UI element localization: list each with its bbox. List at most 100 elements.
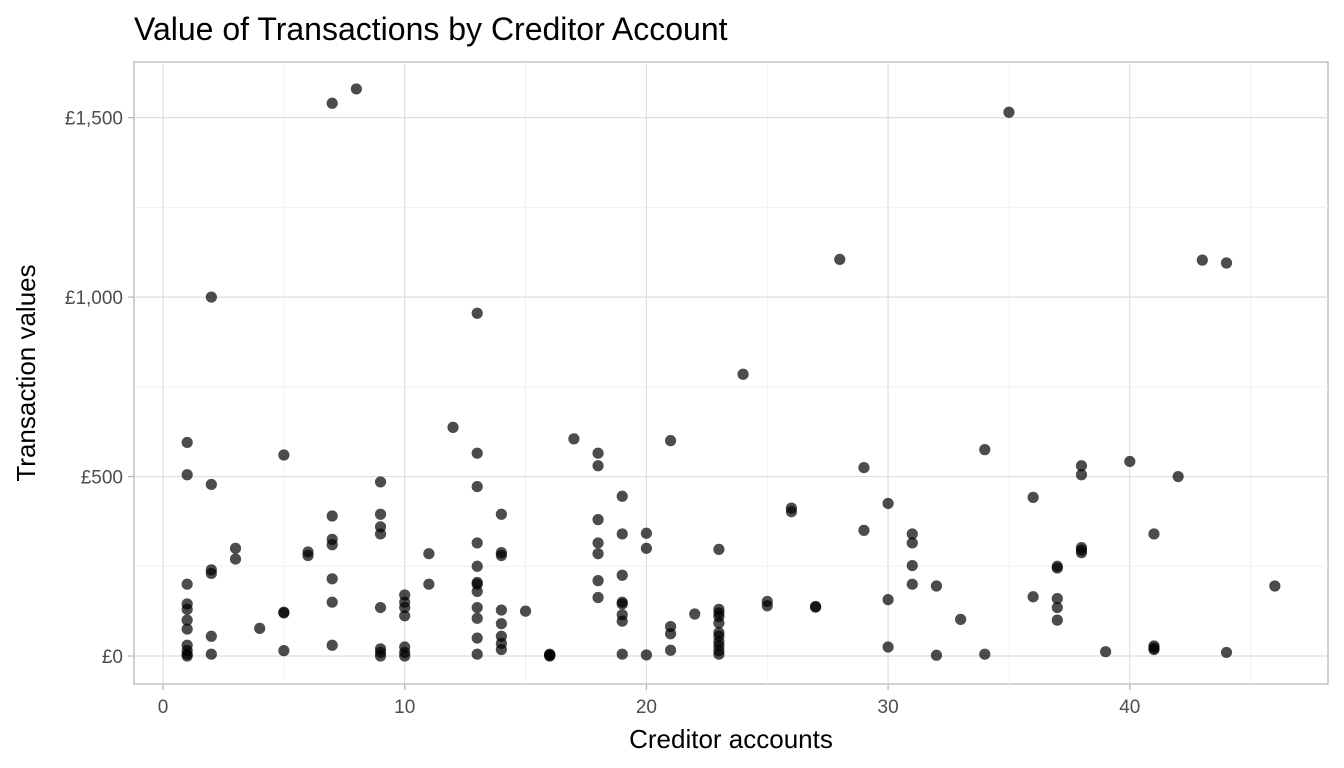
- data-point: [761, 600, 773, 612]
- data-point: [495, 604, 507, 616]
- data-point: [616, 648, 628, 660]
- data-point: [809, 601, 822, 613]
- data-point: [1100, 646, 1112, 658]
- data-point: [1220, 257, 1233, 269]
- data-point: [592, 460, 604, 472]
- x-tick-label: 10: [394, 697, 415, 718]
- data-point: [955, 613, 967, 625]
- data-point: [1075, 547, 1088, 559]
- data-point: [423, 548, 435, 560]
- data-point: [302, 549, 314, 562]
- data-points: [181, 83, 1281, 662]
- data-point: [278, 449, 290, 461]
- x-tick-label: 40: [1119, 697, 1140, 718]
- data-point: [326, 573, 338, 585]
- data-point: [592, 548, 604, 560]
- data-point: [399, 650, 411, 662]
- data-point: [229, 542, 242, 554]
- data-point: [882, 594, 894, 606]
- data-point: [1075, 460, 1088, 472]
- data-point: [640, 542, 653, 554]
- y-tick-label: £1,500: [65, 109, 123, 130]
- data-point: [1124, 455, 1136, 468]
- data-point: [1220, 646, 1233, 659]
- data-point: [181, 650, 193, 662]
- x-tick-label: 30: [878, 697, 899, 718]
- data-point: [640, 649, 653, 661]
- data-point: [713, 543, 725, 556]
- data-point: [1269, 580, 1281, 592]
- data-point: [544, 650, 556, 662]
- data-point: [374, 476, 387, 488]
- data-point: [616, 490, 628, 502]
- data-point: [906, 528, 918, 540]
- data-point: [664, 644, 677, 656]
- data-point: [592, 591, 604, 604]
- data-point: [713, 617, 725, 629]
- data-point: [1172, 470, 1184, 483]
- data-point: [229, 553, 242, 565]
- data-point: [664, 435, 677, 447]
- x-tick-label: 20: [636, 697, 657, 718]
- data-point: [495, 643, 507, 656]
- data-point: [447, 421, 459, 433]
- data-point: [374, 650, 387, 662]
- data-point: [1051, 601, 1063, 614]
- data-point: [471, 447, 483, 459]
- data-point: [326, 510, 338, 522]
- data-point: [495, 549, 507, 562]
- data-point: [326, 539, 338, 551]
- data-point: [1003, 106, 1015, 118]
- data-point: [471, 648, 483, 660]
- data-point: [616, 528, 628, 540]
- data-point: [471, 537, 483, 549]
- data-point: [374, 528, 387, 540]
- data-point: [906, 537, 918, 549]
- data-point: [181, 614, 193, 626]
- data-point: [471, 480, 483, 493]
- data-point: [181, 469, 193, 481]
- major-gridlines: [134, 62, 1328, 684]
- data-point: [785, 506, 798, 518]
- data-point: [1148, 528, 1160, 540]
- data-point: [374, 508, 387, 520]
- y-axis-ticks: £0 £500 £1,000 £1,500: [65, 109, 134, 668]
- y-tick-label: £500: [81, 468, 123, 489]
- data-point: [930, 649, 943, 661]
- data-point: [278, 607, 290, 619]
- data-point: [592, 537, 604, 549]
- data-point: [906, 578, 918, 590]
- data-point: [495, 508, 507, 520]
- data-point: [979, 648, 991, 660]
- x-axis-ticks: 0 10 20 30 40: [158, 684, 1140, 718]
- data-point: [737, 368, 749, 380]
- y-tick-label: £1,000: [65, 288, 123, 309]
- data-point: [1051, 592, 1063, 605]
- data-point: [906, 559, 918, 572]
- data-point: [834, 253, 846, 266]
- data-point: [181, 603, 193, 615]
- data-point: [181, 436, 193, 449]
- data-point: [713, 648, 725, 660]
- data-point: [640, 527, 653, 539]
- data-point: [495, 618, 507, 630]
- data-point: [519, 605, 532, 617]
- y-tick-label: £0: [102, 647, 123, 668]
- data-point: [1051, 614, 1063, 626]
- data-point: [423, 578, 435, 590]
- data-point: [326, 639, 338, 651]
- minor-gridlines: [134, 62, 1328, 684]
- data-point: [1027, 491, 1039, 503]
- data-point: [858, 524, 870, 536]
- data-point: [471, 601, 483, 614]
- data-point: [254, 622, 266, 634]
- data-point: [664, 628, 677, 640]
- data-point: [205, 291, 217, 303]
- data-point: [471, 307, 483, 319]
- data-point: [592, 575, 604, 587]
- data-point: [399, 601, 411, 614]
- data-point: [858, 461, 870, 474]
- data-point: [616, 598, 628, 610]
- data-point: [399, 610, 411, 622]
- data-point: [689, 608, 701, 620]
